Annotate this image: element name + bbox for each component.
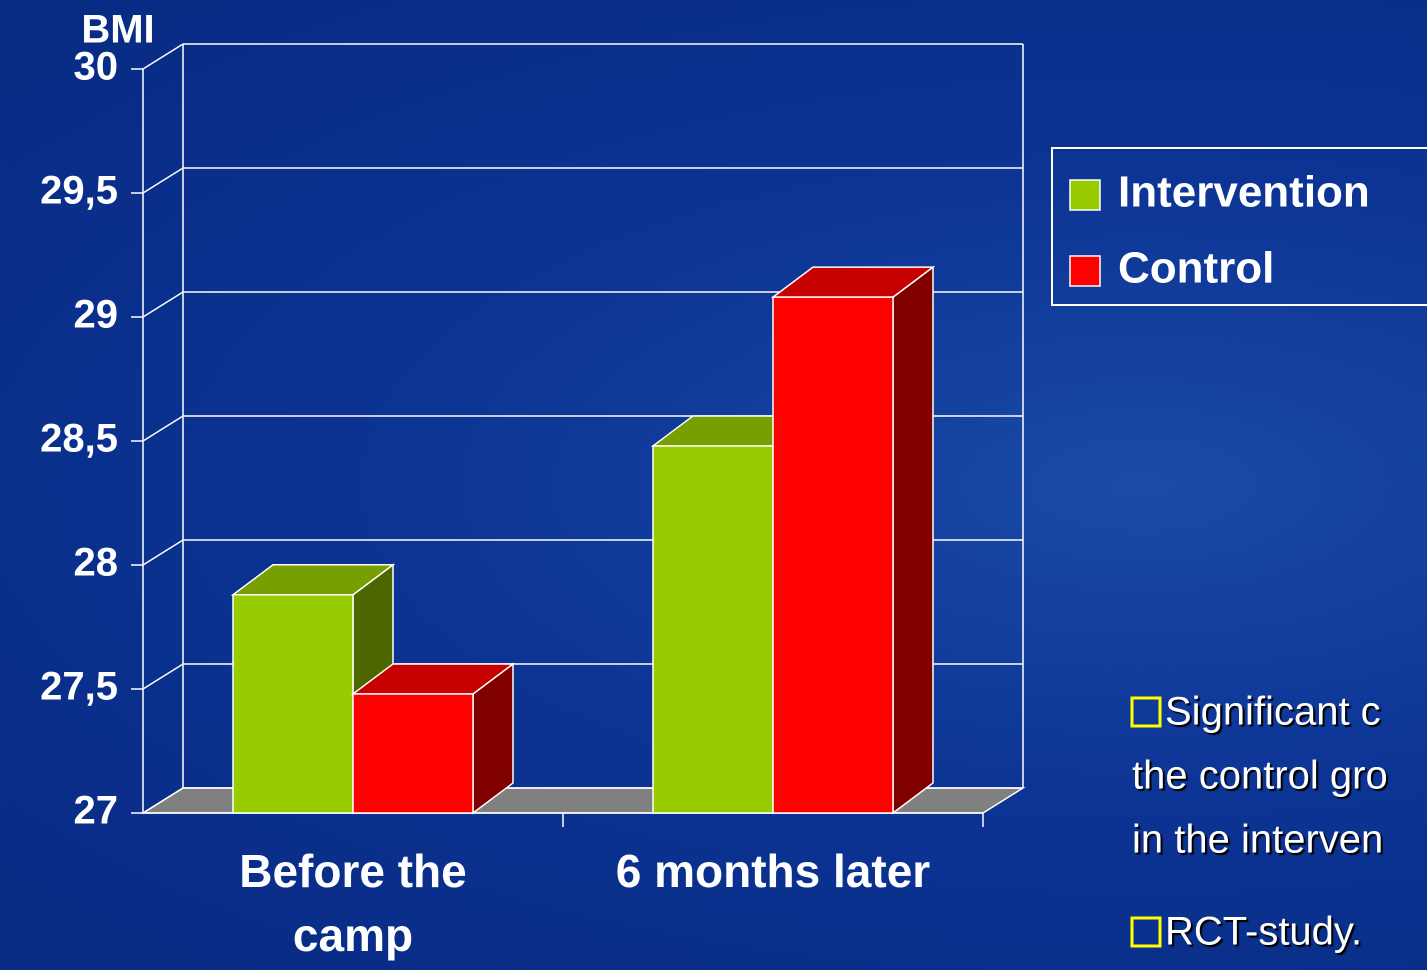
y-tick-label: 27,5 xyxy=(40,665,118,709)
legend-swatch xyxy=(1069,179,1101,211)
y-tick-label: 29 xyxy=(74,293,119,337)
bar-front xyxy=(772,296,894,814)
notes: Significant c the control gro in the int… xyxy=(1130,690,1388,954)
legend-box xyxy=(1051,147,1427,306)
legend-swatch xyxy=(1069,255,1101,287)
depth-line xyxy=(142,539,184,566)
bullet xyxy=(1130,696,1162,728)
bullet xyxy=(1130,916,1162,948)
note-line: in the interven xyxy=(1132,818,1383,862)
y-tick-label: 29,5 xyxy=(40,169,118,213)
depth-line xyxy=(142,167,184,194)
depth-line xyxy=(142,415,184,442)
y-tick-label: 28 xyxy=(74,541,119,585)
bar-front xyxy=(232,594,354,814)
y-tick-label: 28,5 xyxy=(40,417,118,461)
x-tick-label: 6 months later xyxy=(616,845,931,897)
bar xyxy=(350,662,516,815)
depth-line xyxy=(142,291,184,318)
y-tick-label: 30 xyxy=(74,45,119,89)
bar-front xyxy=(352,693,474,814)
depth-line xyxy=(142,43,184,70)
bar-front xyxy=(652,445,774,814)
legend-label: Control xyxy=(1118,244,1274,293)
depth-line xyxy=(142,787,184,814)
note-line: the control gro xyxy=(1132,754,1388,798)
y-tick-label: 27 xyxy=(74,789,119,833)
y-axis-label: BMI xyxy=(81,8,154,52)
note-line: RCT-study. xyxy=(1165,910,1362,954)
note-line: Significant c xyxy=(1165,690,1381,734)
bar-side xyxy=(892,265,934,815)
x-tick-label: Before the camp xyxy=(239,845,466,961)
legend-label: Intervention xyxy=(1118,168,1370,217)
bar xyxy=(770,265,936,815)
depth-line xyxy=(142,663,184,690)
